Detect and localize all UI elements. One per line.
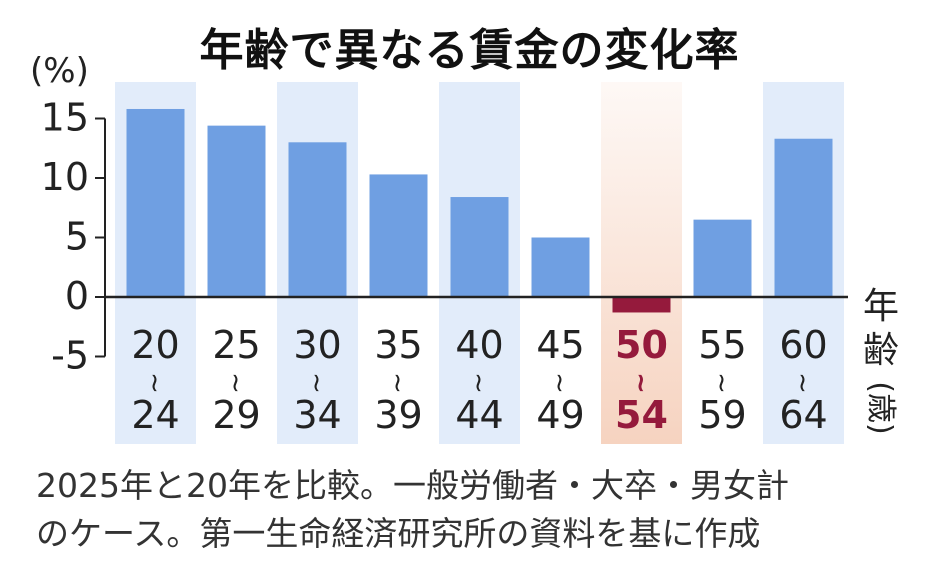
x-tick-label-top: 35 [374, 323, 422, 367]
x-tick-label-top: 25 [212, 323, 260, 367]
x-axis-label-unit: (歳) [863, 381, 898, 434]
y-tick-label: 10 [41, 155, 89, 199]
x-tick-label-bottom: 59 [698, 393, 746, 437]
x-tick-label-bottom: 34 [293, 393, 341, 437]
labels: 151050-5(%)20~2425~2930~3435~3940~4445~4… [30, 51, 899, 437]
x-tick-label-top: 45 [536, 323, 584, 367]
x-tick-label-bottom: 39 [374, 393, 422, 437]
bar-45-49 [531, 237, 590, 297]
y-tick-label: -5 [51, 334, 89, 378]
bar-35-39 [369, 174, 428, 297]
x-tick-label-bottom: 64 [779, 393, 827, 437]
note-line-1: 2025年と20年を比較。一般労働者・大卒・男女計 [36, 466, 789, 505]
bar-50-54 [612, 297, 671, 313]
chart-title: 年齢で異なる賃金の変化率 [199, 25, 740, 76]
bar-20-24 [126, 108, 185, 297]
bar-40-44 [450, 197, 509, 297]
band-highlight [601, 82, 682, 444]
y-tick-label: 5 [65, 215, 89, 259]
bar-55-59 [693, 219, 752, 297]
x-tick-range-mark: ~ [383, 372, 413, 394]
x-tick-label-top: 60 [779, 323, 827, 367]
y-axis-label: (%) [30, 51, 89, 91]
x-tick-label-bottom: 29 [212, 393, 260, 437]
x-tick-range-mark: ~ [140, 372, 170, 394]
x-tick-label-bottom: 24 [131, 393, 179, 437]
bar-25-29 [207, 125, 266, 297]
bar-60-64 [774, 138, 833, 297]
axes [95, 117, 848, 358]
bars [126, 108, 833, 313]
y-tick-label: 0 [65, 274, 89, 318]
x-axis-label-char-2: 齢 [863, 330, 899, 371]
x-tick-label-top: 55 [698, 323, 746, 367]
x-tick-label-top: 40 [455, 323, 503, 367]
x-tick-label-top: 50 [615, 323, 668, 367]
x-tick-label-bottom: 54 [615, 393, 668, 437]
source-note: 2025年と20年を比較。一般労働者・大卒・男女計 のケース。第一生命経済研究所… [36, 462, 916, 558]
x-tick-range-mark: ~ [221, 372, 251, 394]
x-tick-range-mark: ~ [707, 372, 737, 394]
x-tick-range-mark: ~ [788, 372, 818, 394]
bar-30-34 [288, 142, 347, 297]
y-tick-label: 15 [41, 96, 89, 140]
x-tick-label-bottom: 49 [536, 393, 584, 437]
x-tick-range-mark: ~ [545, 372, 575, 394]
x-tick-label-top: 20 [131, 323, 179, 367]
x-tick-range-mark: ~ [626, 372, 656, 394]
x-tick-range-mark: ~ [464, 372, 494, 394]
x-axis-label-char-1: 年 [863, 286, 899, 327]
x-tick-label-top: 30 [293, 323, 341, 367]
x-tick-label-bottom: 44 [455, 393, 503, 437]
x-tick-range-mark: ~ [302, 372, 332, 394]
note-line-2: のケース。第一生命経済研究所の資料を基に作成 [36, 514, 761, 553]
